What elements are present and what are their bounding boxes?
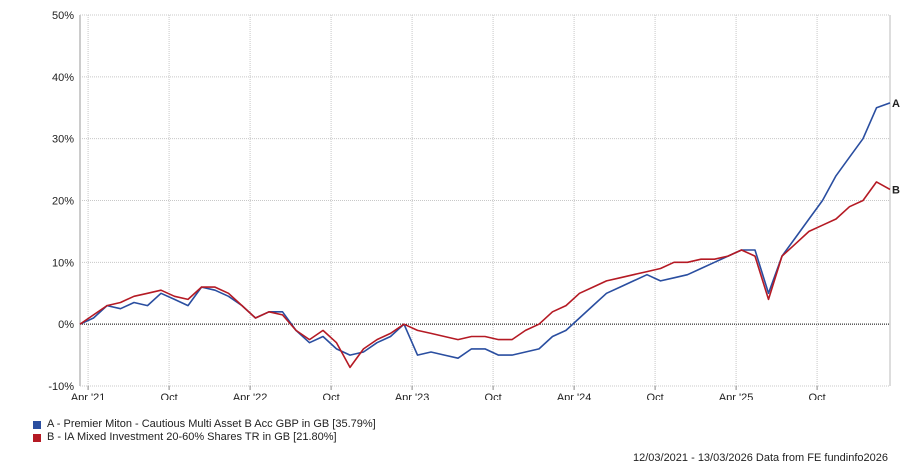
legend: A - Premier Miton - Cautious Multi Asset… <box>33 418 376 444</box>
x-tick-label: Oct <box>323 392 340 400</box>
x-tick-label: Oct <box>485 392 502 400</box>
data-source-footer: 12/03/2021 - 13/03/2026 Data from FE fun… <box>632 452 888 464</box>
y-tick-label: 0% <box>58 319 74 331</box>
x-axis-tick-labels: Apr '21 Oct Apr '22 Oct Apr '23 Oct Apr '24 Oct… <box>71 392 826 400</box>
legend-swatch-b <box>33 433 41 442</box>
y-tick-label: 50% <box>52 10 74 22</box>
legend-item-a: A - Premier Miton - Cautious Multi Asset… <box>33 418 376 431</box>
line-chart: -10% 0% 10% 20% 30% 40% 50% Apr '21 Oct Apr '22 O… <box>48 10 900 400</box>
x-tick-label: Oct <box>161 392 178 400</box>
y-tick-label: 10% <box>52 257 74 269</box>
series-end-label-b: B <box>892 184 900 196</box>
x-tick-label: Apr '21 <box>71 392 106 400</box>
series-end-label-a: A <box>892 98 900 110</box>
x-tick-label: Oct <box>809 392 826 400</box>
series-line-a <box>79 102 891 359</box>
y-tick-label: 40% <box>52 72 74 84</box>
x-tick-label: Apr '24 <box>557 392 592 400</box>
x-tick-label: Apr '23 <box>395 392 430 400</box>
series-line-b <box>79 181 891 369</box>
x-tick-label: Apr '22 <box>233 392 268 400</box>
x-tick-label: Apr '25 <box>719 392 754 400</box>
y-axis-tick-labels: -10% 0% 10% 20% 30% 40% 50% <box>48 10 74 393</box>
legend-swatch-a <box>33 420 41 429</box>
legend-label-b: B - IA Mixed Investment 20-60% Shares TR… <box>47 431 337 443</box>
x-gridlines <box>87 15 818 390</box>
legend-label-a: A - Premier Miton - Cautious Multi Asset… <box>47 418 376 430</box>
series-end-labels: AB <box>892 98 900 197</box>
y-tick-label: 30% <box>52 134 74 146</box>
legend-item-b: B - IA Mixed Investment 20-60% Shares TR… <box>33 431 376 444</box>
y-gridlines <box>79 14 891 387</box>
series-lines <box>79 102 891 369</box>
y-tick-label: 20% <box>52 196 74 208</box>
x-tick-label: Oct <box>647 392 664 400</box>
y-tick-label: -10% <box>48 381 74 393</box>
